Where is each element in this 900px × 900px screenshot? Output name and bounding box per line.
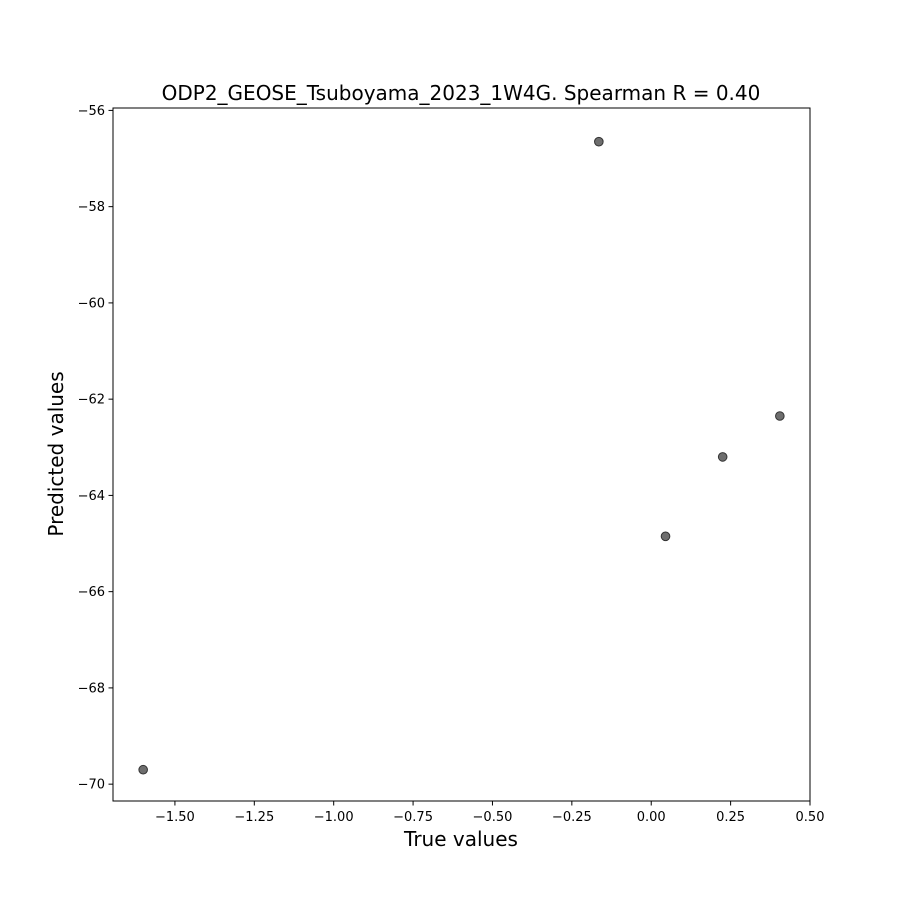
y-tick-label: −64: [78, 489, 105, 504]
y-tick-label: −70: [78, 778, 105, 793]
plot-frame: [112, 107, 811, 802]
x-tick-label: −0.25: [552, 810, 592, 825]
data-point: [138, 764, 148, 775]
y-tick-label: −60: [78, 296, 105, 311]
y-tick-label: −68: [78, 681, 105, 696]
data-point: [775, 411, 785, 421]
y-tick-label: −66: [78, 585, 105, 600]
x-tick-label: −0.50: [473, 810, 513, 825]
y-tick-label: −58: [78, 200, 105, 215]
x-tick-label: −0.75: [393, 810, 433, 825]
x-tick-label: −1.00: [314, 810, 354, 825]
x-tick-label: −1.50: [155, 810, 195, 825]
y-tick-label: −62: [78, 393, 105, 408]
y-axis-ticks: −56 −58 −60 −62 −64 −66 −68 −70: [78, 104, 113, 793]
data-point: [594, 136, 604, 147]
data-point: [660, 531, 671, 542]
x-tick-label: 0.50: [796, 810, 825, 825]
x-axis-label: True values: [403, 827, 518, 851]
x-axis-ticks: −1.50 −1.25 −1.00 −0.75 −0.50 −0.25 0.00 0.25 0.…: [155, 801, 824, 825]
x-tick-label: −1.25: [234, 810, 274, 825]
data-point: [717, 452, 728, 462]
x-tick-label: 0.25: [716, 810, 745, 825]
y-axis-label: Predicted values: [44, 371, 68, 536]
chart-title: ODP2_GEOSE_Tsuboyama_2023_1W4G. Spearman…: [162, 81, 761, 105]
x-tick-label: 0.00: [637, 810, 666, 825]
y-tick-label: −56: [78, 104, 105, 119]
data-points: [138, 136, 785, 775]
